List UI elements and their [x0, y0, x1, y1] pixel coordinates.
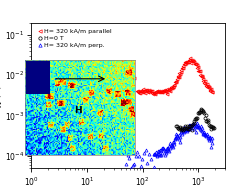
- H= 320 kA/m perp.: [202, 133, 205, 136]
- Line: H= 320 kA/m perp.: H= 320 kA/m perp.: [124, 121, 214, 182]
- H=0 T: [212, 127, 216, 129]
- H= 320 kA/m parallel: [112, 80, 115, 83]
- H= 320 kA/m parallel: [166, 93, 169, 95]
- H=0 T: [200, 108, 203, 110]
- H=0 T: [212, 125, 215, 128]
- Legend: H= 320 kA/m parallel, H=0 T, H= 320 kA/m perp.: H= 320 kA/m parallel, H=0 T, H= 320 kA/m…: [36, 27, 113, 49]
- Bar: [26, 61, 50, 94]
- H= 320 kA/m perp.: [124, 163, 128, 166]
- H=0 T: [182, 129, 185, 131]
- H=0 T: [179, 127, 182, 129]
- H= 320 kA/m parallel: [148, 89, 151, 91]
- H= 320 kA/m parallel: [168, 88, 171, 90]
- H= 320 kA/m parallel: [178, 73, 182, 75]
- H= 320 kA/m perp.: [209, 136, 212, 138]
- H= 320 kA/m perp.: [171, 146, 174, 148]
- H= 320 kA/m parallel: [189, 57, 192, 59]
- H= 320 kA/m perp.: [160, 149, 163, 151]
- H=0 T: [175, 125, 178, 127]
- H=0 T: [190, 129, 193, 131]
- Line: H=0 T: H=0 T: [174, 107, 216, 132]
- Line: H= 320 kA/m parallel: H= 320 kA/m parallel: [112, 57, 214, 96]
- H=0 T: [184, 125, 187, 127]
- H= 320 kA/m perp.: [168, 147, 172, 149]
- H= 320 kA/m perp.: [151, 180, 154, 182]
- H=0 T: [189, 125, 192, 127]
- H= 320 kA/m parallel: [138, 89, 141, 92]
- H= 320 kA/m parallel: [156, 90, 159, 92]
- Text: H: H: [74, 106, 82, 115]
- H= 320 kA/m perp.: [194, 122, 197, 124]
- H=0 T: [210, 128, 213, 130]
- H= 320 kA/m parallel: [119, 79, 122, 81]
- H= 320 kA/m perp.: [211, 142, 214, 144]
- Y-axis label: χ (τ): χ (τ): [0, 84, 2, 107]
- H= 320 kA/m perp.: [179, 141, 182, 143]
- H= 320 kA/m parallel: [211, 91, 214, 93]
